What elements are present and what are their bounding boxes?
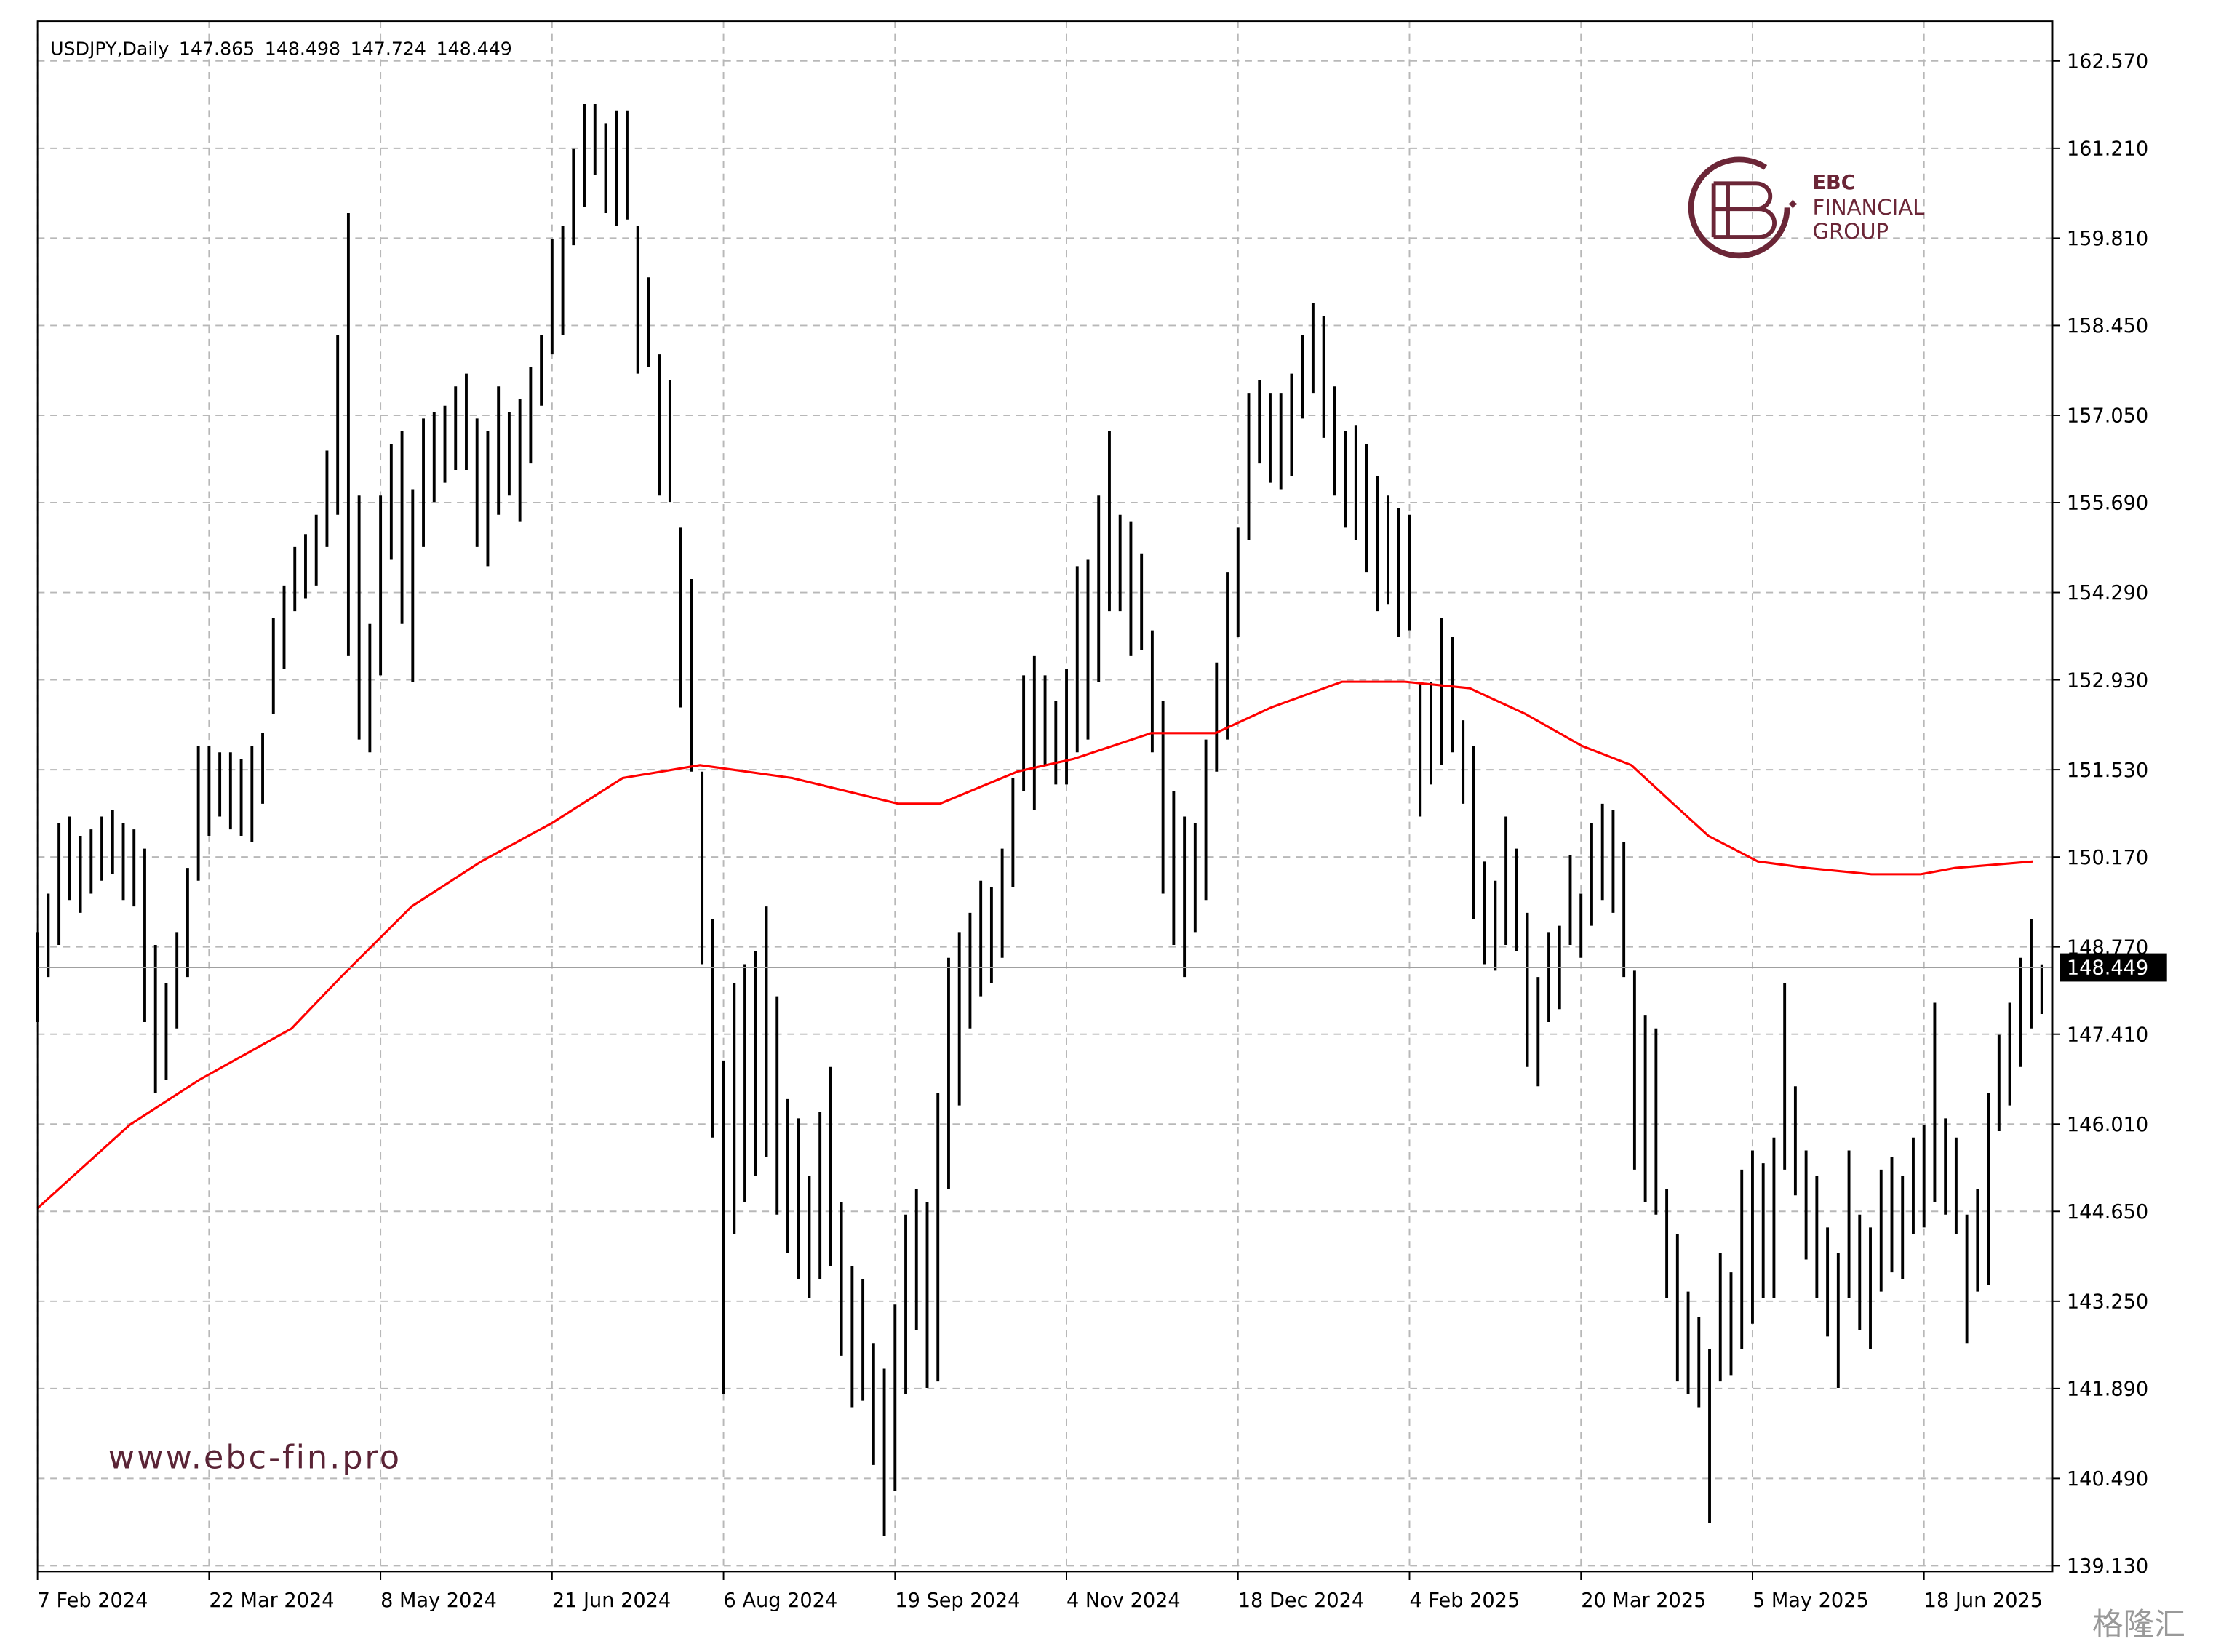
grid: [36, 21, 2053, 1572]
y-tick-label: 150.170: [2067, 847, 2148, 869]
x-tick-label: 5 May 2025: [1753, 1589, 1869, 1612]
x-tick-label: 8 May 2024: [380, 1589, 497, 1612]
y-tick-label: 152.930: [2067, 669, 2148, 692]
header-value: 148.498: [265, 39, 340, 60]
x-tick-label: 7 Feb 2024: [38, 1589, 148, 1612]
header: USDJPY,Daily 147.865 148.498 147.724 148.449: [50, 39, 512, 60]
logo-star: ✦: [1786, 195, 1801, 215]
y-tick-label: 151.530: [2067, 759, 2148, 782]
x-tick-label: 22 Mar 2024: [209, 1589, 334, 1612]
header-value: 147.724: [351, 39, 426, 60]
symbol: USDJPY,Daily: [50, 39, 169, 60]
y-tick-label: 141.890: [2067, 1378, 2148, 1401]
watermark: 格隆汇: [2092, 1607, 2185, 1643]
x-tick-label: 4 Nov 2024: [1066, 1589, 1181, 1612]
bars: [36, 103, 2053, 1536]
last-price-label: 148.449: [2067, 957, 2148, 980]
last-price-box: [2060, 953, 2167, 982]
x-tick-label: 21 Jun 2024: [552, 1589, 671, 1612]
y-tick-label: 159.810: [2067, 228, 2148, 250]
x-tick-label: 6 Aug 2024: [724, 1589, 838, 1612]
logo: ✦ EBC FINANCIAL GROUP: [1688, 156, 1926, 259]
y-tick-label: 155.690: [2067, 492, 2148, 515]
y-tick-label: 154.290: [2067, 582, 2148, 604]
x-tick-label: 19 Sep 2024: [895, 1589, 1020, 1612]
y-tick-label: 146.010: [2067, 1114, 2148, 1136]
plot-frame: [36, 20, 2054, 1573]
y-tick-label: 139.130: [2067, 1555, 2148, 1578]
chart-header: USDJPY,Daily 147.865 148.498 147.724 148.449: [50, 39, 512, 60]
y-tick-label: 147.410: [2067, 1023, 2148, 1046]
y-tick-label: 140.490: [2067, 1468, 2148, 1491]
logo-ring: [1688, 156, 1790, 259]
x-tick-label: 20 Mar 2025: [1581, 1589, 1706, 1612]
x-tick-label: 18 Jun 2025: [1924, 1589, 2043, 1612]
y-tick-label: 157.050: [2067, 405, 2148, 428]
y-tick-label: 162.570: [2067, 51, 2148, 73]
logo-text: GROUP: [1813, 219, 1889, 244]
y-tick-label: 158.450: [2067, 315, 2148, 338]
website: www.ebc-fin.pro: [108, 1439, 402, 1477]
header-value: 148.449: [436, 39, 512, 60]
x-tick-label: 18 Dec 2024: [1238, 1589, 1364, 1612]
y-tick-label: 144.650: [2067, 1201, 2148, 1224]
logo-text: EBC: [1813, 172, 1856, 194]
logo-mark: [1711, 181, 1777, 240]
x-tick-label: 4 Feb 2025: [1409, 1589, 1520, 1612]
y-tick-label: 161.210: [2067, 138, 2148, 161]
axes: 162.570 161.210 159.810 158.450 157.050 155.6…: [36, 51, 2167, 1612]
moving-average: [36, 680, 2034, 1210]
y-tick-label: 143.250: [2067, 1291, 2148, 1314]
logo-text: FINANCIAL: [1813, 195, 1926, 220]
header-value: 147.865: [179, 39, 255, 60]
